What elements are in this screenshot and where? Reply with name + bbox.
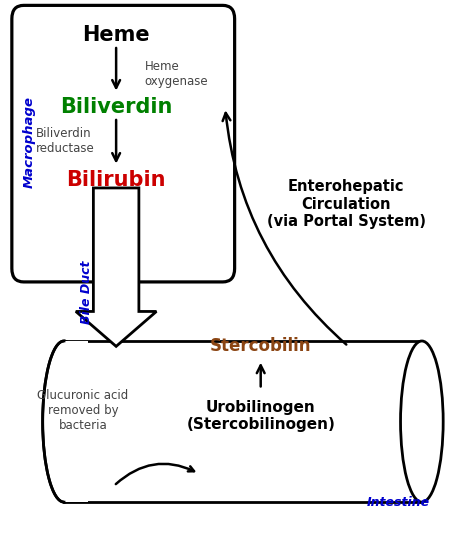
Text: Urobilinogen
(Stercobilinogen): Urobilinogen (Stercobilinogen) (186, 400, 335, 432)
Text: Stercobilin: Stercobilin (210, 337, 311, 355)
Text: Macrophage: Macrophage (23, 96, 36, 188)
FancyArrowPatch shape (223, 113, 346, 345)
Text: Glucuronic acid
removed by
bacteria: Glucuronic acid removed by bacteria (37, 389, 128, 432)
Text: Bilirubin: Bilirubin (66, 170, 166, 191)
Ellipse shape (401, 341, 443, 502)
FancyBboxPatch shape (64, 341, 422, 502)
Text: Biliverdin: Biliverdin (60, 97, 173, 118)
Text: Heme
oxygenase: Heme oxygenase (145, 60, 208, 88)
FancyBboxPatch shape (12, 5, 235, 282)
Text: Biliverdin
reductase: Biliverdin reductase (36, 127, 94, 155)
Polygon shape (76, 188, 156, 346)
Text: Bile Duct: Bile Duct (80, 261, 93, 324)
Text: Intestine: Intestine (366, 496, 430, 509)
FancyBboxPatch shape (64, 341, 88, 502)
Text: Heme: Heme (82, 25, 150, 45)
Text: Enterohepatic
Circulation
(via Portal System): Enterohepatic Circulation (via Portal Sy… (266, 179, 426, 229)
Ellipse shape (43, 341, 85, 502)
